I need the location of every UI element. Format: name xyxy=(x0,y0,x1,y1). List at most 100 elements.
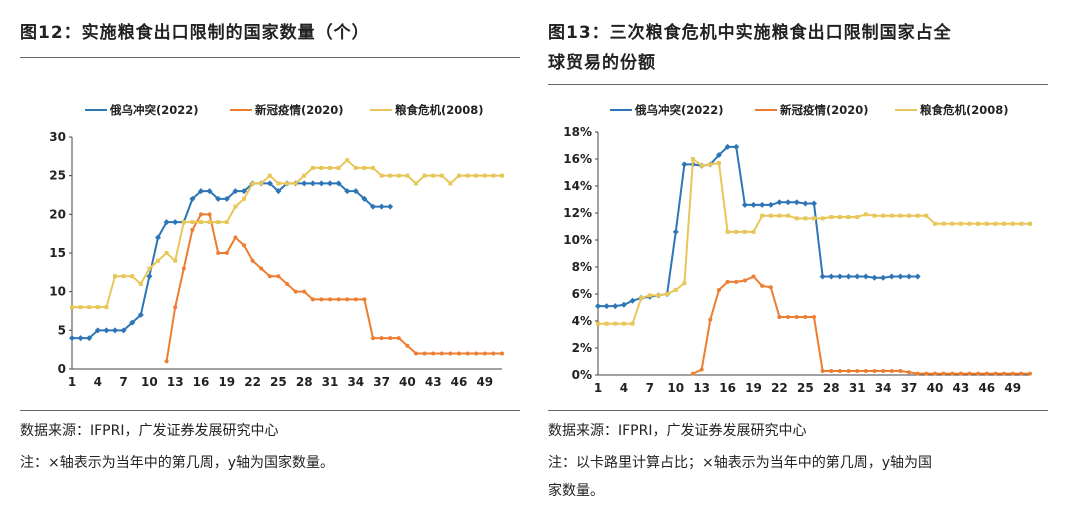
data-point-crisis2008 xyxy=(199,220,203,225)
x-tick-label: 49 xyxy=(1004,381,1021,395)
data-point-ukraine xyxy=(120,327,127,334)
x-tick-label: 13 xyxy=(167,375,184,389)
legend-label: 新冠疫情(2020) xyxy=(255,103,344,117)
legend-label: 粮食危机(2008) xyxy=(395,103,484,117)
data-point-crisis2008 xyxy=(950,221,955,226)
data-point-covid xyxy=(302,289,307,294)
x-tick-label: 7 xyxy=(119,375,127,389)
data-point-crisis2008 xyxy=(881,213,886,218)
data-point-crisis2008 xyxy=(267,173,272,178)
y-tick-label: 0% xyxy=(572,368,592,382)
series-line-covid xyxy=(692,275,1030,375)
data-point-crisis2008 xyxy=(924,213,929,218)
data-point-covid xyxy=(958,371,963,376)
data-point-covid xyxy=(794,314,799,319)
data-point-crisis2008 xyxy=(388,173,393,178)
data-point-ukraine xyxy=(767,201,774,208)
y-tick-label: 8% xyxy=(572,260,592,274)
data-point-ukraine xyxy=(309,180,316,187)
y-tick-label: 12% xyxy=(563,206,592,220)
left-panel: 图12：实施粮食出口限制的国家数量（个） 俄乌冲突(2022) 新冠疫情(2020… xyxy=(20,0,540,529)
data-point-ukraine xyxy=(94,327,101,334)
data-point-covid xyxy=(242,243,246,248)
data-point-crisis2008 xyxy=(984,221,989,226)
data-point-crisis2008 xyxy=(104,305,109,310)
data-point-covid xyxy=(276,274,281,279)
data-point-crisis2008 xyxy=(285,181,289,186)
x-tick-label: 37 xyxy=(373,375,390,389)
data-point-crisis2008 xyxy=(967,221,972,226)
y-tick-label: 16% xyxy=(563,152,592,166)
data-point-ukraine xyxy=(378,203,385,210)
data-point-covid xyxy=(362,297,367,302)
data-point-ukraine xyxy=(888,273,895,280)
data-point-covid xyxy=(950,371,955,376)
data-point-ukraine xyxy=(335,180,342,187)
data-point-ukraine xyxy=(811,200,817,207)
left-chart: 俄乌冲突(2022) 新冠疫情(2020) 粮食危机(2008) 0 5 10 15 20 25… xyxy=(49,103,504,389)
x-tick-label: 10 xyxy=(667,381,684,395)
data-point-crisis2008 xyxy=(794,216,799,221)
x-tick-label: 25 xyxy=(270,375,287,389)
data-point-covid xyxy=(396,336,401,341)
data-point-crisis2008 xyxy=(699,163,704,168)
data-point-crisis2008 xyxy=(310,165,315,170)
data-point-covid xyxy=(967,371,972,376)
data-point-covid xyxy=(1019,371,1024,376)
data-point-crisis2008 xyxy=(138,281,143,286)
data-point-ukraine xyxy=(750,201,757,208)
data-point-crisis2008 xyxy=(820,216,825,221)
data-point-ukraine xyxy=(845,273,852,280)
right-panel: 图13：三次粮食危机中实施粮食出口限制国家占全 球贸易的份额 俄乌冲突(2022… xyxy=(548,0,1068,529)
data-point-crisis2008 xyxy=(259,181,264,186)
x-tick-label: 40 xyxy=(927,381,944,395)
data-point-crisis2008 xyxy=(898,213,903,218)
data-point-crisis2008 xyxy=(500,173,504,178)
data-point-covid xyxy=(872,368,877,373)
right-source: 数据来源：IFPRI，广发证券发展研究中心 xyxy=(548,423,807,439)
x-tick-label: 49 xyxy=(476,375,493,389)
data-point-ukraine xyxy=(172,219,179,226)
data-point-ukraine xyxy=(103,327,110,334)
data-point-covid xyxy=(1010,371,1015,376)
top-rule xyxy=(548,84,1048,85)
y-tick-label: 0 xyxy=(58,362,66,376)
y-tick-label: 15 xyxy=(49,246,66,260)
data-point-covid xyxy=(259,266,264,271)
data-point-crisis2008 xyxy=(78,305,83,310)
data-point-crisis2008 xyxy=(1019,221,1024,226)
data-point-covid xyxy=(379,336,384,341)
right-chart: 俄乌冲突(2022) 新冠疫情(2020) 粮食危机(2008) 0% 2% 4% 6% 8%… xyxy=(563,103,1032,395)
data-point-crisis2008 xyxy=(889,213,894,218)
data-point-crisis2008 xyxy=(121,274,126,279)
y-tick-label: 4% xyxy=(572,314,592,328)
data-point-covid xyxy=(803,314,808,319)
data-point-crisis2008 xyxy=(173,258,178,263)
data-point-crisis2008 xyxy=(742,229,747,234)
data-point-crisis2008 xyxy=(863,212,868,217)
data-point-ukraine xyxy=(344,188,351,195)
data-point-crisis2008 xyxy=(164,251,169,255)
data-point-crisis2008 xyxy=(293,181,298,186)
data-point-ukraine xyxy=(206,188,213,195)
data-point-crisis2008 xyxy=(760,213,765,218)
data-point-covid xyxy=(465,351,470,356)
data-point-covid xyxy=(786,314,791,319)
data-point-covid xyxy=(907,370,912,375)
data-point-crisis2008 xyxy=(181,220,186,225)
right-chart-title: 图13：三次粮食危机中实施粮食出口限制国家占全 球贸易的份额 xyxy=(548,18,1048,78)
legend-label: 粮食危机(2008) xyxy=(920,103,1009,117)
data-point-covid xyxy=(837,368,842,373)
data-point-ukraine xyxy=(733,143,740,150)
data-point-ukraine xyxy=(741,201,748,208)
data-point-covid xyxy=(216,251,221,255)
data-point-covid xyxy=(898,368,903,373)
data-point-covid xyxy=(984,371,989,376)
x-tick-label: 40 xyxy=(399,375,416,389)
data-point-ukraine xyxy=(155,234,161,241)
data-point-crisis2008 xyxy=(993,221,998,226)
left-source: 数据来源：IFPRI，广发证券发展研究中心 xyxy=(20,423,279,439)
x-tick-label: 28 xyxy=(823,381,840,395)
data-point-covid xyxy=(699,367,704,372)
data-point-covid xyxy=(863,368,868,373)
